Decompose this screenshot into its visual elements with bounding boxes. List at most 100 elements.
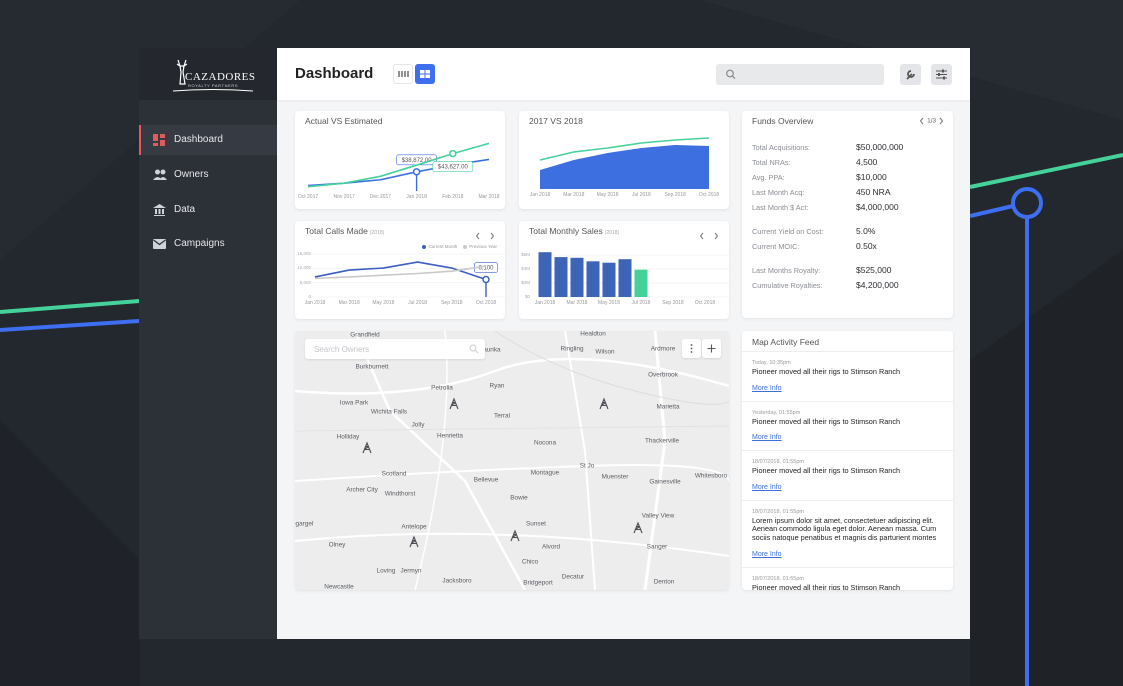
nav-label: Owners xyxy=(174,169,209,180)
nav-item[interactable]: Data xyxy=(139,195,277,225)
rig-shape xyxy=(362,441,372,454)
search-icon xyxy=(469,344,479,354)
rig-shape xyxy=(599,397,609,410)
icon-part xyxy=(420,70,425,74)
filter-button[interactable] xyxy=(931,64,952,85)
feed-link[interactable]: More Info xyxy=(752,483,782,491)
bg-shape xyxy=(0,420,140,686)
x-tick-label: May 2018 xyxy=(598,300,620,306)
icon-part xyxy=(690,351,693,353)
pager-arrows[interactable] xyxy=(475,232,497,240)
funds-value: 450 NRA xyxy=(856,187,891,197)
place-label: Sunset xyxy=(526,520,546,528)
rig-icon[interactable] xyxy=(449,397,459,410)
icon-part xyxy=(153,143,158,146)
place-label: Jolly xyxy=(411,421,425,429)
place-label: Alvord xyxy=(541,543,561,551)
y-tick-label: $4M xyxy=(521,266,530,271)
icon-part xyxy=(936,70,947,79)
y-tick-label: $2M xyxy=(521,280,530,285)
feed-text: Pioneer moved all their rigs to Stimson … xyxy=(752,416,901,426)
bar xyxy=(554,257,568,297)
legend-item: Current Month xyxy=(422,244,457,249)
pager-next[interactable] xyxy=(938,117,944,125)
rig-icon[interactable] xyxy=(409,535,419,548)
card-title: Funds Overview xyxy=(752,116,814,126)
icon-part xyxy=(938,73,940,76)
feed-text: Pioneer moved all their rigs to Stimson … xyxy=(752,367,901,376)
funds-overview-card: Funds Overview 1/3 Total Acquisitions: $5… xyxy=(742,111,953,318)
funds-row: Last Months Royalty: $525,000 xyxy=(752,264,947,279)
x-tick-label: Dec 2017 xyxy=(369,194,392,200)
icon xyxy=(690,344,693,353)
place-label: Ryan xyxy=(489,382,505,390)
place-label: Henrietta xyxy=(437,432,463,440)
feed-link[interactable]: More Info xyxy=(752,434,782,442)
rig-icon[interactable] xyxy=(362,441,372,454)
nav-item[interactable]: Campaigns xyxy=(139,229,277,259)
map-zoom-button[interactable] xyxy=(702,339,721,358)
legend-item: Previous Year xyxy=(463,244,497,249)
icon xyxy=(420,70,430,78)
road xyxy=(295,532,729,557)
place-label: Gainesville xyxy=(649,478,681,486)
feed-header: Map Activity Feed xyxy=(742,331,953,352)
rig-shape xyxy=(633,521,643,534)
logo-deer xyxy=(176,59,188,85)
river xyxy=(494,331,729,405)
nav-item[interactable]: Dashboard xyxy=(139,125,277,155)
funds-label: Total NRAs: xyxy=(752,158,791,167)
list-view-button[interactable] xyxy=(393,64,413,84)
funds-row: Last Month Acq: 450 NRA xyxy=(752,186,947,201)
icon-part xyxy=(160,169,166,175)
map-search[interactable]: Search Owners xyxy=(305,339,485,359)
map-base xyxy=(295,331,729,590)
sales-card: Total Monthly Sales (2018) $6M $4M $2M $0 Jan… xyxy=(519,221,729,319)
feed-link[interactable]: More Info xyxy=(752,384,782,392)
feed-link[interactable]: More Info xyxy=(752,550,782,558)
chevron xyxy=(920,117,924,125)
pager-text: 1/3 xyxy=(927,117,937,125)
icon-part xyxy=(420,74,425,78)
place-label: Petrolia xyxy=(431,384,453,392)
place-label: Chico xyxy=(521,558,539,566)
icon-part xyxy=(160,140,165,146)
callout-box xyxy=(432,161,474,172)
map-card[interactable]: Grandfield Healdton Waurika Ringling Wilson A… xyxy=(295,331,729,590)
place-label: Newcastle xyxy=(324,583,354,591)
card-title: Map Activity Feed xyxy=(752,337,820,347)
place-label: Nocona xyxy=(533,439,557,447)
place-label: Bridgeport xyxy=(523,579,553,587)
rig-icon[interactable] xyxy=(510,529,520,542)
map-menu-button[interactable] xyxy=(682,339,701,358)
place-label: Antelope xyxy=(401,523,427,531)
card-subtitle: (2018) xyxy=(369,230,385,236)
x-tick-label: Mar 2018 xyxy=(563,192,585,198)
grid-view-button[interactable] xyxy=(415,64,435,84)
bg-shape xyxy=(970,250,1123,686)
nav-item[interactable]: Owners xyxy=(139,160,277,190)
rig-shape xyxy=(449,397,459,410)
feed-item: 18/07/2018, 01:55pm Pioneer moved all the… xyxy=(742,451,953,501)
settings-button[interactable] xyxy=(900,64,921,85)
icon xyxy=(936,69,947,80)
legend-swatch xyxy=(422,244,427,249)
legend-swatch xyxy=(463,244,468,249)
area xyxy=(540,145,709,189)
card-title: Total Calls Made (2018) xyxy=(305,226,384,236)
pager-prev[interactable] xyxy=(919,117,925,125)
card-subtitle: (2018) xyxy=(604,230,620,236)
logo-deer-shape xyxy=(176,59,188,85)
x-tick-label: Jul 2018 xyxy=(631,192,651,198)
logo-name: CAZADORES xyxy=(185,71,256,83)
rig-icon[interactable] xyxy=(599,397,609,410)
pager-arrows[interactable] xyxy=(699,232,721,240)
activity-feed-card: Map Activity Feed Today, 10:35pm Pioneer … xyxy=(742,331,953,590)
rig-icon[interactable] xyxy=(633,521,643,534)
point-marker xyxy=(449,149,457,158)
y-tick-label: 0 xyxy=(308,294,311,299)
nav-icon xyxy=(153,169,167,180)
search-box[interactable] xyxy=(716,64,884,85)
funds-row: Current Yield on Cost: 5.0% xyxy=(752,225,947,240)
funds-value: 0.50x xyxy=(856,241,877,251)
